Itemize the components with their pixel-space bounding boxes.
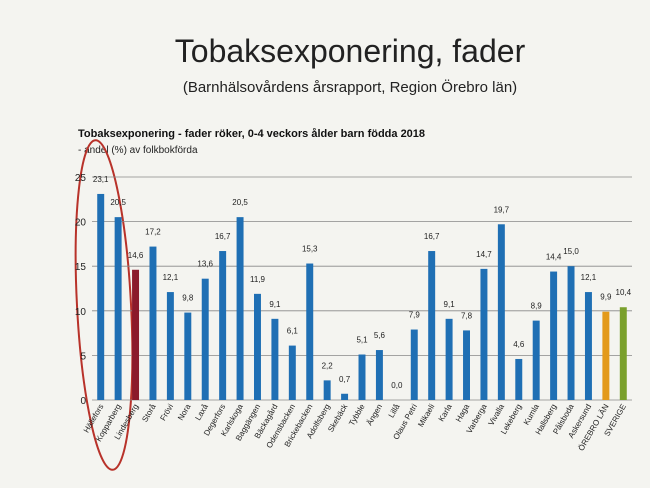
value-label: 7,8: [461, 311, 473, 320]
bar: [497, 224, 505, 400]
x-tick-label: Laxå: [193, 402, 210, 422]
bar: [532, 320, 540, 400]
bar: [567, 266, 575, 400]
x-tick-label: Haga: [454, 402, 472, 424]
bar: [288, 345, 296, 400]
value-label: 14,6: [128, 251, 144, 260]
bar: [306, 263, 314, 400]
value-label: 10,4: [616, 288, 632, 297]
value-label: 7,9: [409, 311, 421, 320]
bar: [410, 329, 418, 400]
value-label: 9,1: [269, 300, 281, 309]
bar: [445, 318, 453, 400]
y-tick-label: 20: [75, 218, 87, 229]
value-label: 4,6: [513, 340, 525, 349]
chart-title: Tobaksexponering - fader röker, 0-4 veck…: [78, 128, 425, 140]
value-label: 5,6: [374, 331, 386, 340]
bar: [358, 354, 366, 400]
y-tick-label: 5: [80, 351, 86, 362]
x-tick-label: Mikaeli: [416, 402, 436, 428]
value-label: 2,2: [322, 361, 334, 370]
bar: [219, 251, 227, 400]
value-label: 11,9: [250, 275, 266, 284]
bar: [97, 193, 105, 400]
value-label: 8,9: [531, 302, 543, 311]
value-label: 23,1: [93, 175, 109, 184]
value-label: 12,1: [581, 273, 597, 282]
value-label: 9,1: [444, 300, 456, 309]
bar: [271, 318, 279, 400]
bar: [201, 278, 209, 400]
value-label: 13,6: [197, 260, 213, 269]
bar: [341, 393, 349, 400]
value-label: 17,2: [145, 228, 161, 237]
value-label: 14,7: [476, 250, 492, 259]
value-label: 5,1: [356, 336, 368, 345]
bar: [480, 268, 488, 400]
x-tick-label: Storå: [140, 402, 158, 424]
chart-subtitle: - andel (%) av folkbokförda: [78, 145, 198, 156]
bar: [149, 246, 157, 400]
value-label: 16,7: [215, 232, 231, 241]
x-tick-label: Frövi: [158, 402, 175, 422]
value-label: 0,0: [391, 381, 403, 390]
bar: [619, 307, 627, 400]
value-label: 19,7: [494, 205, 510, 214]
bar: [323, 380, 331, 400]
value-label: 16,7: [424, 232, 440, 241]
bar: [114, 217, 122, 400]
value-label: 20,5: [110, 198, 126, 207]
x-tick-label: Tybble: [347, 402, 367, 427]
bar: [602, 311, 610, 400]
x-tick-label: Lillå: [387, 402, 402, 419]
x-tick-label: Karla: [437, 402, 454, 423]
value-label: 0,7: [339, 375, 351, 384]
bar: [236, 217, 244, 400]
value-label: 14,4: [546, 253, 562, 262]
bar: [166, 292, 174, 400]
y-tick-label: 25: [75, 173, 87, 184]
value-label: 20,5: [232, 198, 248, 207]
value-label: 15,0: [563, 247, 579, 256]
y-tick-label: 0: [80, 396, 86, 407]
bar: [515, 358, 523, 400]
value-label: 15,3: [302, 245, 318, 254]
bar: [132, 269, 140, 400]
slide-subtitle: (Barnhälsovårdens årsrapport, Region Öre…: [183, 78, 517, 96]
x-tick-label: Ängen: [365, 403, 384, 428]
bar: [254, 293, 261, 400]
y-tick-label: 10: [75, 307, 87, 318]
bar: [550, 271, 558, 400]
value-label: 9,9: [600, 293, 612, 302]
y-tick-label: 15: [75, 262, 87, 273]
x-tick-label: Nora: [176, 402, 193, 422]
slide-title: Tobaksexponering, fader: [175, 33, 526, 69]
bar: [375, 350, 383, 400]
value-label: 6,1: [287, 327, 299, 336]
highlight-ellipse: [74, 139, 134, 471]
bar: [428, 251, 436, 400]
bar: [184, 312, 192, 400]
value-label: 9,8: [182, 294, 194, 303]
bar: [584, 292, 592, 400]
bar: [463, 330, 470, 400]
value-label: 12,1: [163, 273, 179, 282]
